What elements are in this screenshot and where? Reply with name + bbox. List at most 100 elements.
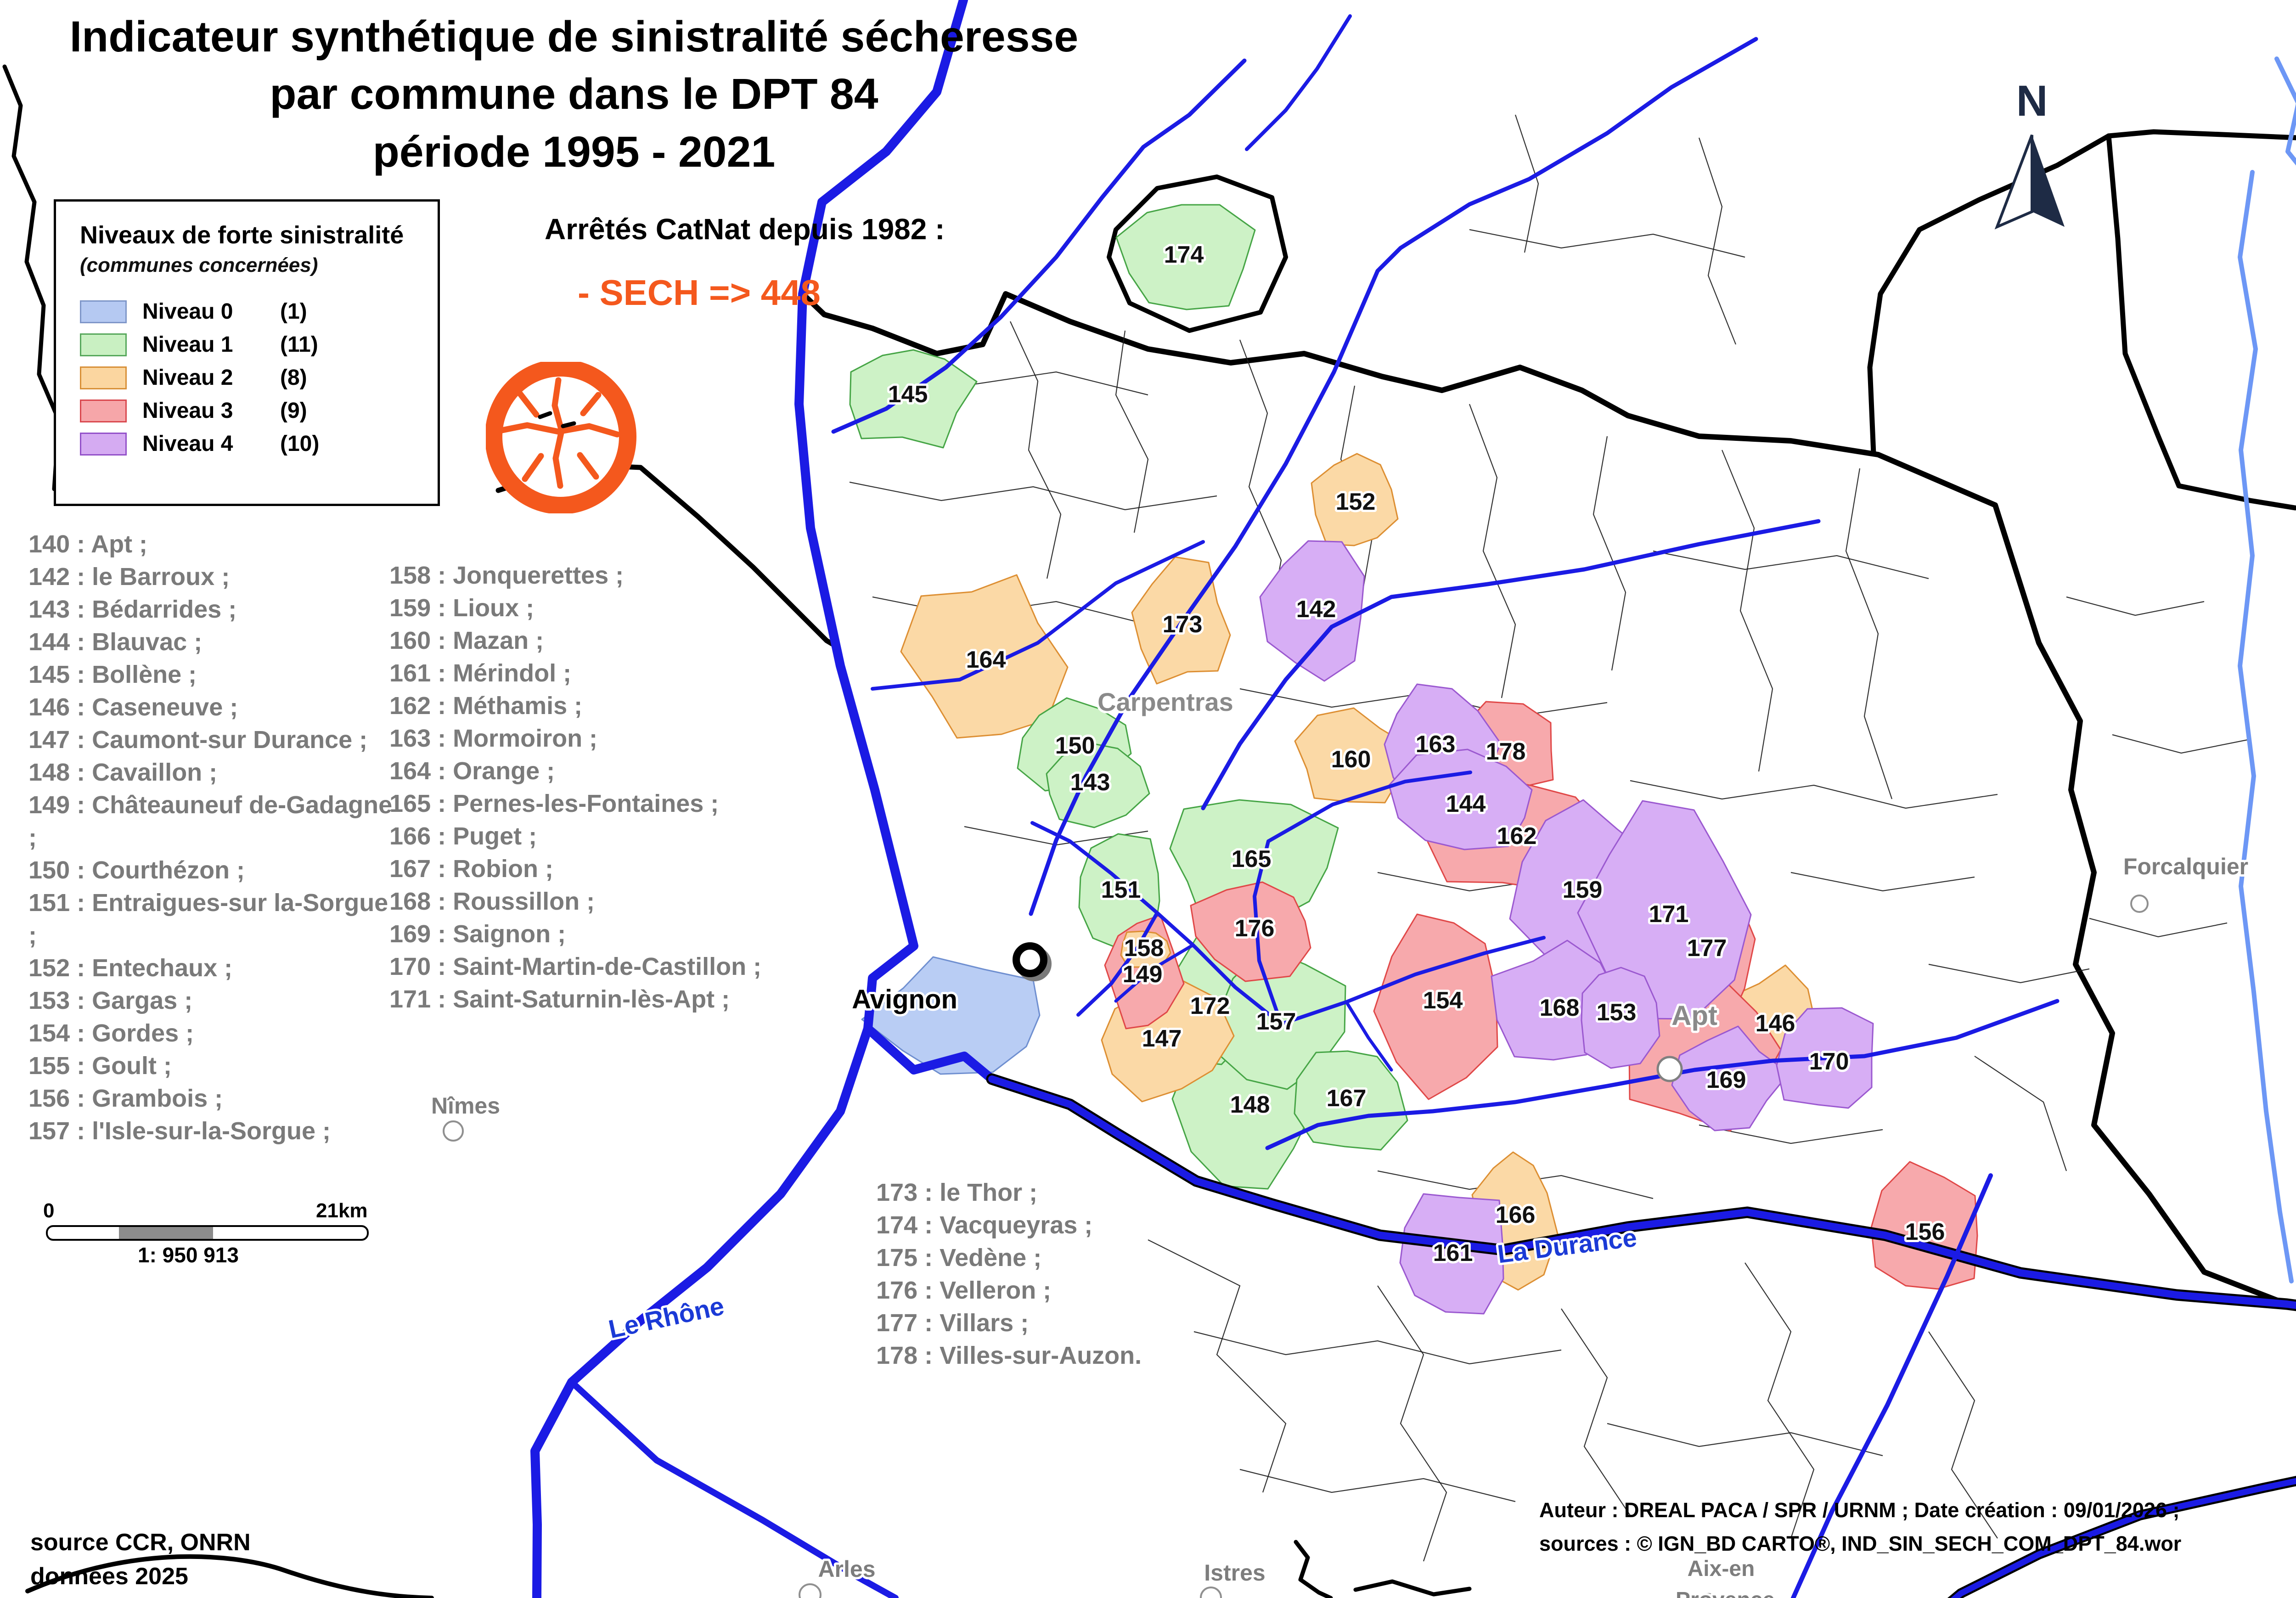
city-label-aix-en: Aix-en — [1688, 1557, 1755, 1581]
scalebar-ratio: 1: 950 913 — [138, 1243, 239, 1267]
commune-list-item: 176 : Velleron ; — [876, 1277, 1052, 1304]
page-title: Indicateur synthétique de sinistralité s… — [18, 8, 1130, 181]
river-path — [1029, 37, 1758, 916]
commune-area-avignon — [861, 956, 1041, 1075]
catnat-value: - SECH => 448 — [578, 272, 821, 313]
title-line1: Indicateur synthétique de sinistralité s… — [69, 12, 1079, 61]
commune-list-item: 177 : Villars ; — [876, 1309, 1029, 1337]
commune-list-item: 152 : Entechaux ; — [28, 954, 233, 982]
commune-list-col2: 158 : Jonquerettes ; 159 : Lioux ; 160 : M… — [389, 559, 853, 1016]
commune-boundary-line — [1790, 872, 1975, 892]
commune-number-label: 145 — [888, 381, 928, 408]
commune-boundary-line — [849, 481, 1217, 511]
commune-number-label: 160 — [1331, 746, 1371, 773]
commune-boundary-line — [1469, 229, 1745, 258]
commune-area-144 — [1388, 748, 1533, 850]
commune-boundary-line — [2066, 596, 2205, 616]
commune-list-item: 143 : Bédarrides ; — [28, 596, 237, 623]
commune-list-item: 144 : Blauvac ; — [28, 628, 203, 656]
commune-list-item: 161 : Mérindol ; — [389, 659, 572, 687]
river-path — [1345, 1000, 1393, 1072]
legend: Niveaux de forte sinistralité (communes … — [54, 199, 440, 506]
commune-number-label: 148 — [1230, 1092, 1270, 1118]
commune-number-label: 152 — [1336, 489, 1376, 515]
commune-list-item: 148 : Cavaillon ; — [28, 759, 218, 786]
outer-boundary — [2, 64, 61, 491]
river-path — [831, 58, 1247, 434]
commune-boundary-line — [1721, 450, 1773, 772]
commune-list-item: 163 : Mormoiron ; — [389, 725, 598, 752]
commune-list-item: 142 : le Barroux ; — [28, 563, 230, 591]
legend-row-niveau-4: Niveau 4 (10) — [80, 431, 438, 456]
commune-list-item: 169 : Saignon ; — [389, 920, 566, 948]
river-path — [1950, 1478, 2296, 1598]
north-arrow-icon — [2032, 135, 2065, 227]
commune-boundary-line — [1514, 114, 1539, 253]
commune-list-item: 158 : Jonquerettes ; — [389, 562, 624, 589]
commune-boundary-line — [1928, 1331, 1998, 1539]
commune-area-145 — [849, 349, 978, 449]
commune-list-item: 150 : Courthézon ; — [28, 856, 245, 884]
commune-list-col3: 173 : le Thor ; 174 : Vacqueyras ; 175 : V… — [876, 1176, 1326, 1372]
attribution-line2: sources : © IGN_BD CARTO®, IND_SIN_SECH_… — [1539, 1532, 2182, 1555]
river-path — [1201, 519, 1821, 810]
commune-boundary-line — [1377, 1285, 1447, 1562]
commune-number-label: 178 — [1486, 738, 1526, 765]
commune-list-item: 157 : l'Isle-sur-la-Sorgue ; — [28, 1117, 331, 1145]
commune-area-161 — [1399, 1193, 1504, 1315]
river-path — [1279, 936, 1546, 1026]
legend-count: (11) — [280, 332, 318, 357]
river-path — [1155, 911, 1283, 1026]
commune-boundary-line — [1239, 1469, 1516, 1502]
legend-label: Niveau 4 — [142, 432, 233, 456]
city-label-nîmes: Nîmes — [431, 1093, 500, 1119]
outer-boundary — [2106, 133, 2296, 511]
commune-list-item: 159 : Lioux ; — [389, 594, 535, 622]
commune-boundary-line — [1593, 436, 1626, 671]
outer-boundary — [1353, 1579, 1472, 1597]
commune-number-label: 153 — [1597, 999, 1637, 1026]
river-path — [1791, 1173, 1993, 1598]
commune-area-176 — [1190, 881, 1311, 982]
commune-number-label: 158 — [1124, 935, 1164, 962]
commune-area-152 — [1311, 453, 1399, 546]
commune-list-item: 174 : Vacqueyras ; — [876, 1211, 1093, 1239]
commune-area-158 — [1120, 930, 1171, 968]
north-arrow-icon — [1994, 134, 2033, 230]
commune-list-item: 173 : le Thor ; — [876, 1179, 1038, 1206]
commune-number-label: 161 — [1433, 1240, 1473, 1266]
legend-subtitle: (communes concernées) — [80, 254, 318, 276]
city-marker-avignon — [1013, 942, 1047, 977]
city-label-arles: Arles — [818, 1556, 875, 1582]
commune-list-item: 165 : Pernes-les-Fontaines ; — [389, 790, 719, 817]
city-marker-forcalquier — [2130, 895, 2149, 913]
legend-row-niveau-0: Niveau 0 (1) — [80, 299, 438, 324]
legend-swatch-niveau-4 — [80, 432, 127, 456]
legend-label: Niveau 3 — [142, 399, 233, 423]
legend-count: (1) — [280, 299, 307, 324]
legend-row-niveau-2: Niveau 2 (8) — [80, 365, 438, 390]
river-path — [1030, 821, 1159, 915]
commune-number-label: 177 — [1687, 935, 1727, 962]
city-marker-provence — [1698, 1593, 1718, 1598]
river-path — [794, 0, 996, 1084]
scalebar-start-label: 0 — [43, 1199, 55, 1222]
commune-area-142 — [1259, 540, 1365, 682]
commune-number-label: 163 — [1416, 731, 1456, 758]
commune-boundary-line — [1469, 404, 1516, 698]
commune-boundary-line — [1928, 963, 2090, 984]
river-path — [988, 1075, 2296, 1309]
commune-boundary-line — [2089, 917, 2228, 938]
city-label-provence: Provence — [1676, 1588, 1775, 1598]
source-line1: source CCR, ONRN — [30, 1529, 251, 1556]
commune-list-item: 153 : Gargas ; — [28, 987, 193, 1014]
commune-number-label: 156 — [1905, 1219, 1945, 1245]
commune-list-item: 151 : Entraigues-sur la-Sorgue ; — [28, 889, 388, 949]
legend-count: (8) — [280, 366, 307, 390]
commune-list-item: 145 : Bollène ; — [28, 661, 197, 688]
commune-number-label: 149 — [1123, 961, 1163, 988]
legend-count: (9) — [280, 399, 307, 423]
commune-boundary-line — [1193, 1331, 1562, 1365]
title-line2: par commune dans le DPT 84 — [270, 70, 878, 119]
